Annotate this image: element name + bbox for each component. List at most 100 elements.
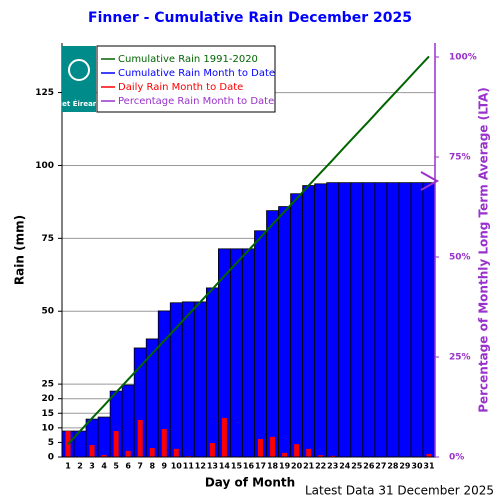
y-tick-label: 125 (35, 88, 54, 98)
x-tick-label: 23 (327, 462, 338, 471)
cumulative-bar (181, 301, 195, 458)
x-tick-label: 29 (399, 462, 411, 471)
daily-bar (221, 417, 227, 457)
x-tick-label: 9 (161, 462, 167, 471)
y-tick-label: 15 (41, 409, 54, 419)
daily-bar (101, 454, 107, 457)
daily-bar (270, 436, 276, 457)
x-tick-label: 30 (411, 462, 423, 471)
y-tick-label: 5 (48, 438, 54, 448)
x-tick-label: 3 (89, 462, 95, 471)
cumulative-bar (205, 287, 219, 458)
x-tick-label: 25 (351, 462, 363, 471)
x-tick-label: 21 (303, 462, 315, 471)
legend-label: Cumulative Rain 1991-2020 (118, 54, 258, 65)
daily-bar (318, 455, 324, 457)
cumulative-bar (254, 230, 267, 458)
y-tick-label: 10 (41, 423, 54, 433)
y-tick-label: 20 (41, 394, 54, 404)
logo-text: Met Éireann (55, 99, 103, 108)
legend-label: Percentage Rain Month to Date (118, 96, 274, 107)
cumulative-bar (290, 193, 304, 458)
cumulative-bar (169, 302, 183, 458)
x-tick-label: 18 (267, 462, 279, 471)
cumulative-bar (278, 206, 292, 458)
x-tick-label: 13 (207, 462, 218, 471)
cumulative-bar (410, 182, 424, 458)
y-tick-label: 25 (41, 380, 54, 390)
percentage-marker (420, 171, 440, 191)
x-tick-label: 1 (65, 462, 71, 471)
daily-bar (149, 447, 155, 457)
x-tick-label: 4 (101, 462, 107, 471)
x-tick-label: 24 (339, 462, 351, 471)
y-tick-label: 0 (48, 453, 54, 463)
x-tick-label: 8 (149, 462, 155, 471)
x-tick-label: 22 (315, 462, 326, 471)
cumulative-bar (266, 210, 279, 458)
x-tick-label: 10 (171, 462, 183, 471)
daily-bar (209, 443, 215, 457)
daily-bar (125, 450, 131, 457)
cumulative-bar (350, 182, 364, 458)
x-tick-label: 5 (113, 462, 119, 471)
y2-tick-label: 25% (449, 353, 471, 363)
cumulative-bar (121, 384, 135, 458)
daily-bar (137, 419, 143, 457)
daily-bar (258, 438, 264, 457)
x-tick-label: 27 (375, 462, 386, 471)
legend-label: Daily Rain Month to Date (118, 82, 243, 93)
cumulative-bar (97, 416, 111, 458)
daily-bar (161, 429, 167, 457)
footer: Latest Data 31 December 2025 (305, 484, 494, 498)
legend-box (96, 45, 276, 113)
x-axis-label: Day of Month (205, 476, 295, 490)
y-tick-label: 50 (41, 307, 54, 317)
logo-swirl (68, 59, 90, 81)
x-tick-label: 15 (231, 462, 243, 471)
y2-tick-label: 50% (449, 253, 471, 263)
daily-bar (173, 448, 179, 457)
chart-title: Finner - Cumulative Rain December 2025 (88, 10, 412, 26)
y-axis-label: Rain (mm) (13, 215, 27, 285)
cumulative-bar (338, 182, 352, 458)
daily-bar (426, 454, 432, 457)
x-tick-label: 19 (279, 462, 291, 471)
cumulative-bar (326, 182, 340, 458)
x-tick-label: 31 (423, 462, 435, 471)
daily-bar (282, 452, 288, 457)
x-tick-label: 2 (77, 462, 83, 471)
y2-tick-label: 75% (449, 153, 471, 163)
x-tick-label: 12 (195, 462, 206, 471)
x-tick-label: 6 (125, 462, 131, 471)
daily-bar (330, 455, 336, 457)
lta-line (67, 55, 430, 445)
cumulative-bar (314, 183, 328, 458)
y-tick-label: 75 (41, 234, 54, 244)
cumulative-bar (386, 182, 400, 458)
legend-label: Cumulative Rain Month to Date (118, 68, 275, 79)
cumulative-bar (362, 182, 376, 458)
x-tick-label: 11 (183, 462, 195, 471)
x-tick-label: 7 (137, 462, 143, 471)
daily-bar (113, 431, 119, 457)
daily-bar (294, 444, 300, 457)
x-tick-label: 16 (243, 462, 255, 471)
x-tick-label: 20 (291, 462, 303, 471)
y2-tick-label: 100% (449, 53, 477, 63)
x-tick-label: 26 (363, 462, 375, 471)
x-tick-label: 14 (219, 462, 231, 471)
x-tick-label: 17 (255, 462, 266, 471)
cumulative-bar (398, 182, 412, 458)
y-tick-label: 100 (35, 161, 54, 171)
daily-bar (306, 448, 312, 457)
y2-axis-label: Percentage of Monthly Long Term Average … (477, 87, 491, 413)
daily-bar (89, 445, 95, 457)
cumulative-bar (302, 185, 316, 458)
x-tick-label: 28 (387, 462, 399, 471)
cumulative-bar (422, 182, 436, 458)
y2-tick-label: 0% (449, 453, 464, 463)
cumulative-bar (242, 248, 255, 458)
cumulative-bar (193, 301, 207, 458)
